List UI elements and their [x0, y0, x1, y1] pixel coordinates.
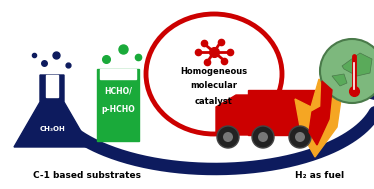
Text: p-HCHO: p-HCHO — [101, 105, 135, 114]
Circle shape — [289, 126, 311, 148]
Polygon shape — [309, 81, 332, 145]
Circle shape — [252, 126, 274, 148]
Text: molecular: molecular — [190, 81, 237, 91]
Circle shape — [217, 126, 239, 148]
Text: C-1 based substrates: C-1 based substrates — [33, 170, 141, 180]
Circle shape — [223, 132, 233, 142]
Circle shape — [295, 132, 305, 142]
Polygon shape — [295, 72, 343, 157]
Text: HCHO/: HCHO/ — [104, 87, 132, 95]
Polygon shape — [100, 69, 136, 79]
Polygon shape — [46, 75, 58, 97]
Polygon shape — [342, 53, 372, 76]
Polygon shape — [216, 95, 248, 135]
Text: CH₃OH: CH₃OH — [39, 126, 65, 132]
Circle shape — [258, 132, 268, 142]
Text: H₂ as fuel: H₂ as fuel — [295, 170, 344, 180]
Polygon shape — [248, 90, 318, 135]
Polygon shape — [368, 83, 374, 104]
Circle shape — [320, 39, 374, 103]
Text: Homogeneous: Homogeneous — [180, 67, 248, 75]
Polygon shape — [14, 75, 90, 147]
Polygon shape — [97, 69, 139, 141]
Polygon shape — [332, 74, 347, 86]
Text: catalyst: catalyst — [195, 97, 233, 105]
